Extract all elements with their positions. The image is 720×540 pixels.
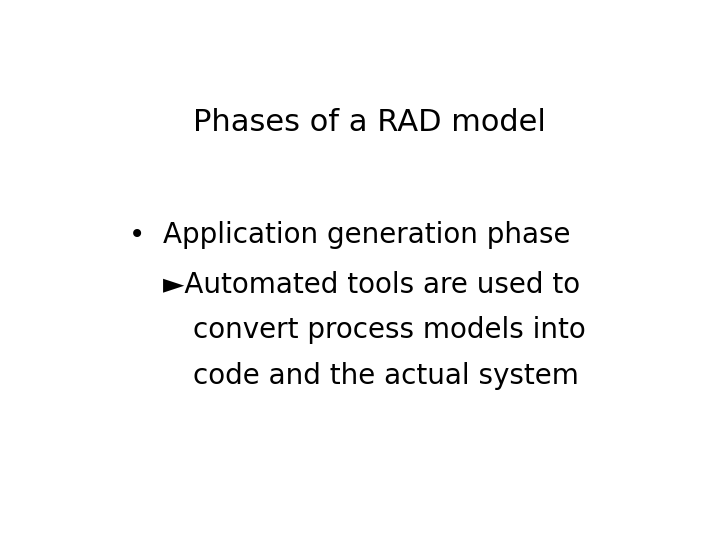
Text: Phases of a RAD model: Phases of a RAD model: [192, 109, 546, 138]
Text: code and the actual system: code and the actual system: [193, 362, 579, 390]
Text: •  Application generation phase: • Application generation phase: [129, 221, 570, 249]
Text: convert process models into: convert process models into: [193, 316, 586, 345]
Text: ►Automated tools are used to: ►Automated tools are used to: [163, 271, 580, 299]
